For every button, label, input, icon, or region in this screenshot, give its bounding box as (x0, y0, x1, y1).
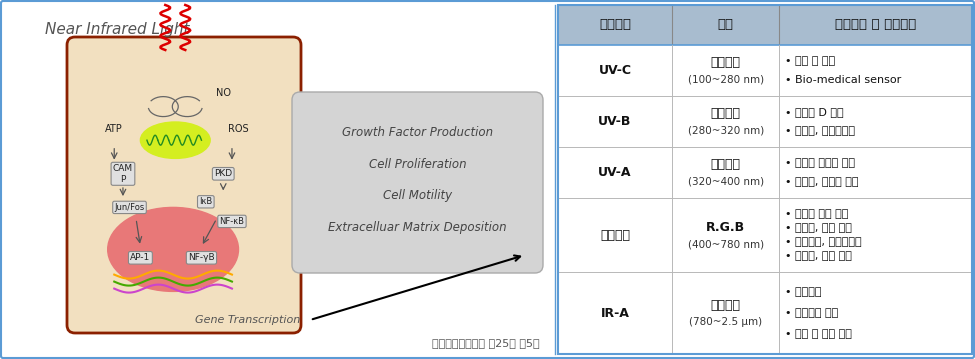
Text: Extracelluar Matrix Deposition: Extracelluar Matrix Deposition (329, 222, 507, 234)
Text: Cell Motility: Cell Motility (383, 190, 452, 202)
Text: • Bio-medical sensor: • Bio-medical sensor (786, 75, 902, 85)
Text: • 통증완화: • 통증완화 (786, 287, 822, 297)
Text: UV-B: UV-B (599, 115, 632, 128)
Text: • 살균 및 청정: • 살균 및 청정 (786, 56, 836, 66)
Text: (400~780 nm): (400~780 nm) (687, 239, 763, 249)
Text: 근자외선: 근자외선 (711, 158, 741, 171)
Text: NO: NO (215, 88, 231, 98)
Text: • 신생아 황달 치료: • 신생아 황달 치료 (786, 209, 849, 219)
Bar (558, 5, 972, 45)
Text: Near Infrared Light: Near Infrared Light (45, 22, 189, 37)
Text: 원자외선: 원자외선 (711, 56, 741, 69)
Text: CAM
P: CAM P (113, 164, 133, 183)
Text: • 경피증, 진균증 치료: • 경피증, 진균증 치료 (786, 177, 859, 187)
Text: Jun/Fos: Jun/Fos (114, 203, 144, 212)
Text: • 수술 후 봉합 촉진: • 수술 후 봉합 촉진 (786, 329, 852, 339)
Text: NF-κB: NF-κB (219, 217, 245, 226)
Text: IκB: IκB (199, 197, 213, 206)
Text: ROS: ROS (228, 124, 249, 134)
Text: • 여드름, 기미 치료: • 여드름, 기미 치료 (786, 223, 852, 233)
Text: UV-A: UV-A (599, 166, 632, 179)
Text: • 비타민 D 형성: • 비타민 D 형성 (786, 107, 844, 117)
Text: • 피부개선, 시신경치료: • 피부개선, 시신경치료 (786, 237, 862, 247)
Text: IR-A: IR-A (601, 307, 630, 320)
Text: 근적외선: 근적외선 (711, 299, 741, 312)
Text: 파장범위: 파장범위 (599, 19, 631, 32)
Text: R.G.B: R.G.B (706, 220, 745, 234)
Ellipse shape (140, 122, 211, 158)
Text: AP-1: AP-1 (131, 253, 150, 262)
Bar (558, 5, 972, 354)
Text: Gene Transcription: Gene Transcription (195, 315, 300, 325)
Text: • 피부재생 촉진: • 피부재생 촉진 (786, 308, 838, 318)
Text: 구분: 구분 (718, 19, 733, 32)
Text: (320~400 nm): (320~400 nm) (687, 177, 763, 186)
Text: NF-γB: NF-γB (188, 253, 214, 262)
Text: UV-C: UV-C (599, 64, 632, 77)
Text: • 아토피 피부염 치료: • 아토피 피부염 치료 (786, 158, 855, 168)
Text: Growth Factor Production: Growth Factor Production (342, 126, 493, 139)
Ellipse shape (107, 208, 239, 292)
Text: 가시광선: 가시광선 (600, 229, 630, 242)
Text: (280~320 nm): (280~320 nm) (687, 126, 763, 135)
Text: • 우울증, 심미 치료: • 우울증, 심미 치료 (786, 251, 852, 261)
FancyBboxPatch shape (67, 37, 301, 333)
Text: • 백반증, 건선치료기: • 백반증, 건선치료기 (786, 126, 855, 136)
Text: (780~2.5 μm): (780~2.5 μm) (689, 317, 762, 327)
Text: (100~280 nm): (100~280 nm) (687, 75, 763, 84)
Text: 작용효과 및 응용분야: 작용효과 및 응용분야 (836, 19, 916, 32)
Text: 전자통신동향분석 제25권 제5호: 전자통신동향분석 제25권 제5호 (432, 338, 540, 348)
FancyBboxPatch shape (292, 92, 543, 273)
Text: 중자외선: 중자외선 (711, 107, 741, 120)
Text: ATP: ATP (105, 124, 123, 134)
Text: Cell Proliferation: Cell Proliferation (369, 158, 466, 171)
Text: PKD: PKD (214, 169, 232, 178)
